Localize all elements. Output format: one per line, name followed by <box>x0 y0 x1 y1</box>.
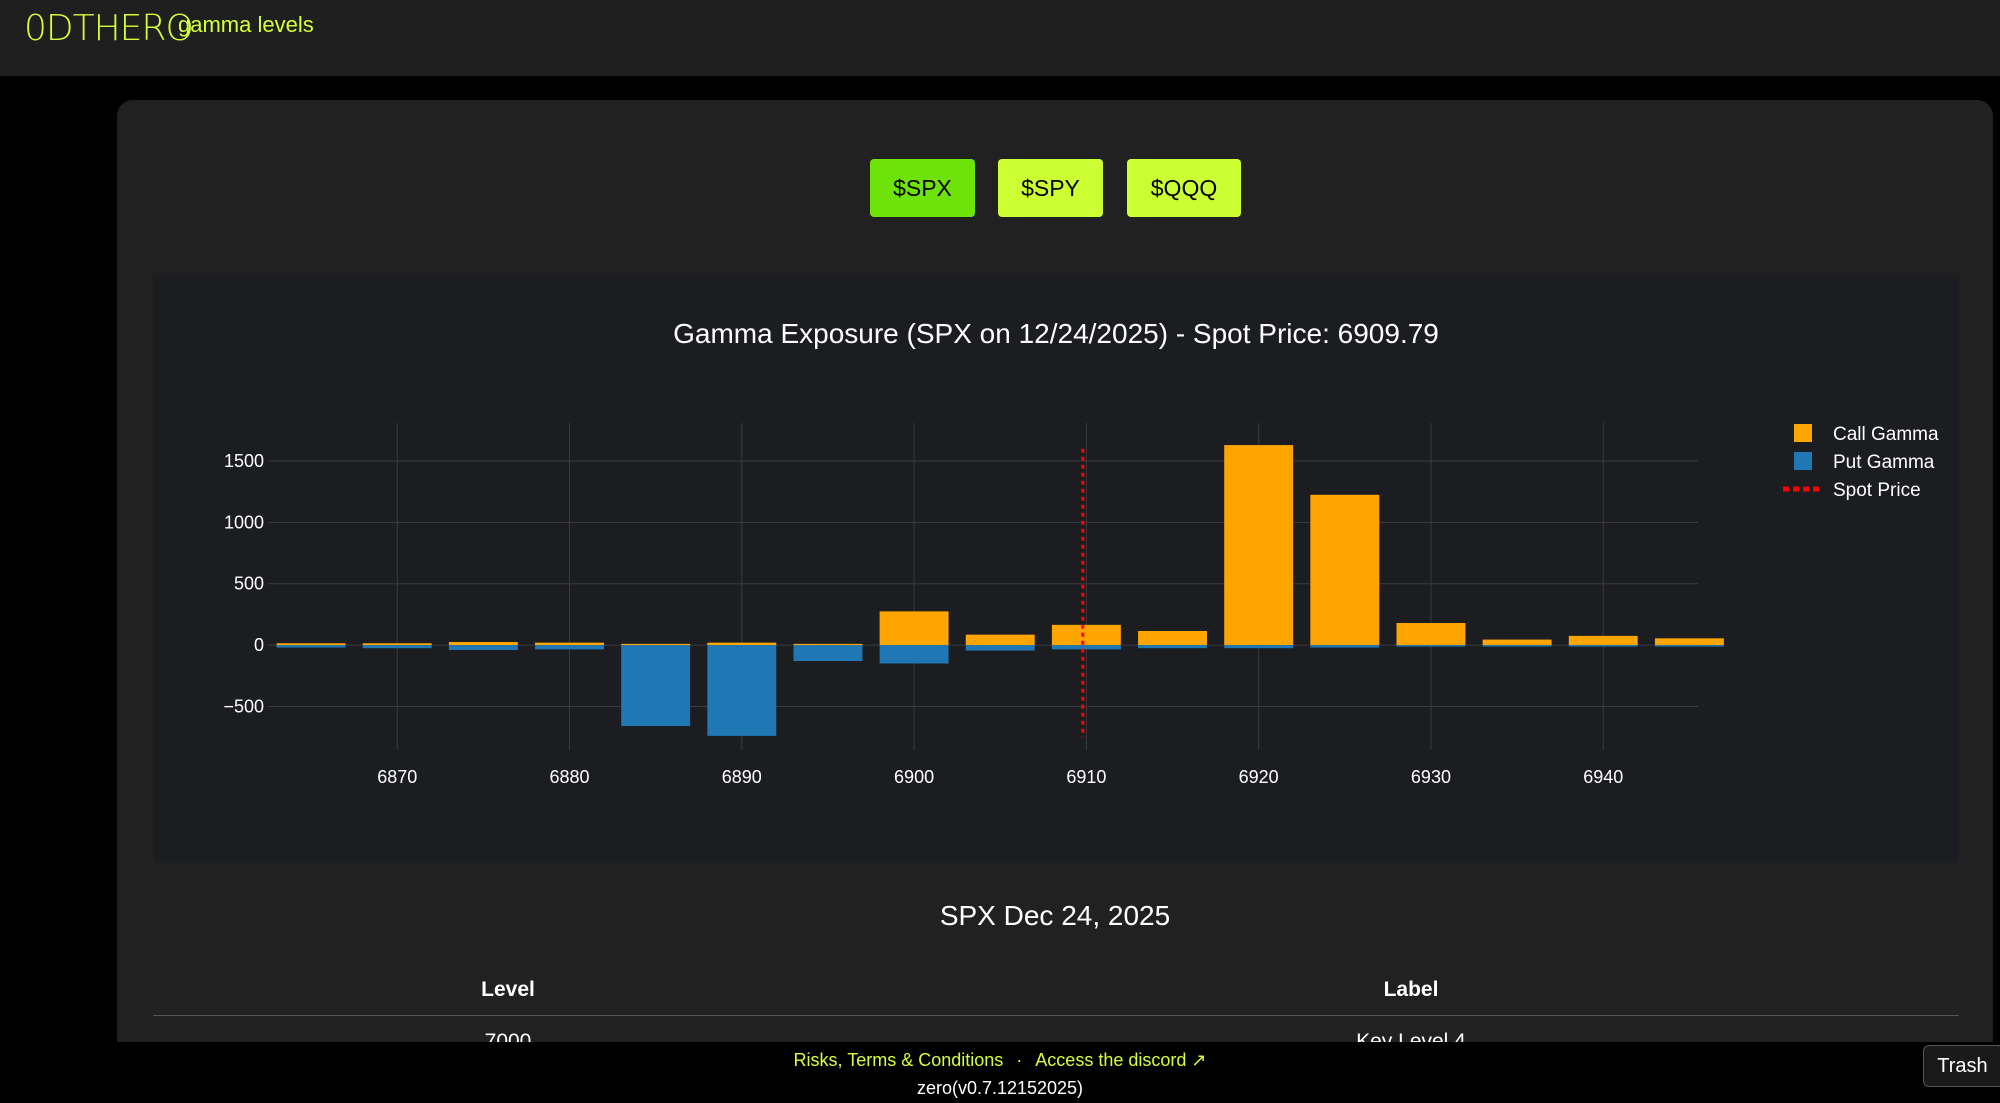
put-gamma-bar <box>1482 645 1552 647</box>
levels-title: SPX Dec 24, 2025 <box>939 900 1171 931</box>
put-gamma-bar <box>879 645 949 664</box>
put-gamma-bar <box>448 645 518 650</box>
y-tick-label: 1000 <box>224 512 264 532</box>
column-header-label: Label <box>1383 978 1439 1001</box>
call-gamma-bar <box>621 643 691 646</box>
put-gamma-bar <box>535 645 604 650</box>
x-tick-label: 6880 <box>549 767 589 787</box>
x-tick-label: 6890 <box>722 767 762 787</box>
x-tick-label: 6870 <box>377 767 417 787</box>
y-tick-label: −500 <box>223 696 264 716</box>
call-gamma-bar <box>1138 630 1207 646</box>
put-gamma-bar <box>1654 645 1724 647</box>
legend-label: Put Gamma <box>1833 452 1935 473</box>
call-gamma-bar <box>535 642 604 646</box>
gamma-chart-svg: Gamma Exposure (SPX on 12/24/2025) - Spo… <box>223 318 1939 787</box>
legend-swatch <box>1794 424 1812 442</box>
ticker-button-spy[interactable]: $SPY <box>998 159 1103 217</box>
call-gamma-bar <box>362 643 432 646</box>
put-gamma-bar <box>1568 645 1638 647</box>
y-tick-label: 0 <box>254 635 264 655</box>
call-gamma-bar <box>1568 635 1638 646</box>
footer-separator: · <box>1016 1050 1023 1070</box>
put-gamma-bar <box>707 645 777 736</box>
terms-link[interactable]: Risks, Terms & Conditions <box>793 1050 1004 1070</box>
y-tick-label: 1500 <box>224 451 264 471</box>
call-gamma-bar <box>1224 445 1294 646</box>
y-tick-label: 500 <box>234 574 264 594</box>
call-gamma-bar <box>1396 623 1466 646</box>
x-tick-label: 6900 <box>894 767 934 787</box>
discord-link[interactable]: Access the discord ↗ <box>1035 1050 1207 1070</box>
app-logo[interactable]: 0DTHERO <box>24 8 194 49</box>
put-gamma-bar <box>621 645 691 727</box>
put-gamma-bar <box>1224 645 1294 649</box>
call-gamma-bar <box>448 642 518 646</box>
put-gamma-bar <box>965 645 1035 651</box>
x-tick-label: 6930 <box>1411 767 1451 787</box>
main-panel: $SPX $SPY $QQQ Gamma Exposure (SPX on 12… <box>117 100 1993 1103</box>
put-gamma-bar <box>1396 645 1466 647</box>
x-tick-label: 6920 <box>1239 767 1279 787</box>
legend-label: Call Gamma <box>1833 424 1939 445</box>
ticker-button-spx[interactable]: $SPX <box>870 159 975 217</box>
call-gamma-bar <box>1310 494 1380 646</box>
call-gamma-bar <box>276 643 346 646</box>
call-gamma-bar <box>1051 624 1121 646</box>
top-bar: 0DTHERO gamma levels <box>0 0 2000 76</box>
put-gamma-bar <box>1138 645 1207 649</box>
call-gamma-bar <box>1654 638 1724 646</box>
gamma-chart: Gamma Exposure (SPX on 12/24/2025) - Spo… <box>153 275 1959 863</box>
header-divider <box>153 1015 1959 1016</box>
chart-title: Gamma Exposure (SPX on 12/24/2025) - Spo… <box>673 318 1439 349</box>
footer: Risks, Terms & Conditions · Access the d… <box>0 1042 2000 1103</box>
call-gamma-bar <box>1482 639 1552 646</box>
column-header-level: Level <box>481 978 535 1001</box>
app-subtitle: gamma levels <box>178 12 314 37</box>
put-gamma-bar <box>362 645 432 649</box>
legend-label: Spot Price <box>1833 480 1921 501</box>
x-tick-label: 6940 <box>1583 767 1623 787</box>
ticker-button-qqq[interactable]: $QQQ <box>1127 159 1241 217</box>
put-gamma-bar <box>276 645 346 648</box>
x-tick-label: 6910 <box>1066 767 1106 787</box>
footer-links: Risks, Terms & Conditions · Access the d… <box>0 1050 2000 1071</box>
call-gamma-bar <box>707 642 777 646</box>
put-gamma-bar <box>1051 645 1121 650</box>
call-gamma-bar <box>879 611 949 646</box>
legend-swatch <box>1794 452 1812 470</box>
call-gamma-bar <box>793 643 863 646</box>
version-text: zero(v0.7.12152025) <box>916 1078 1084 1098</box>
put-gamma-bar <box>1310 645 1380 648</box>
put-gamma-bar <box>793 645 863 662</box>
trash-button[interactable]: Trash <box>1923 1045 2000 1087</box>
call-gamma-bar <box>965 634 1035 646</box>
